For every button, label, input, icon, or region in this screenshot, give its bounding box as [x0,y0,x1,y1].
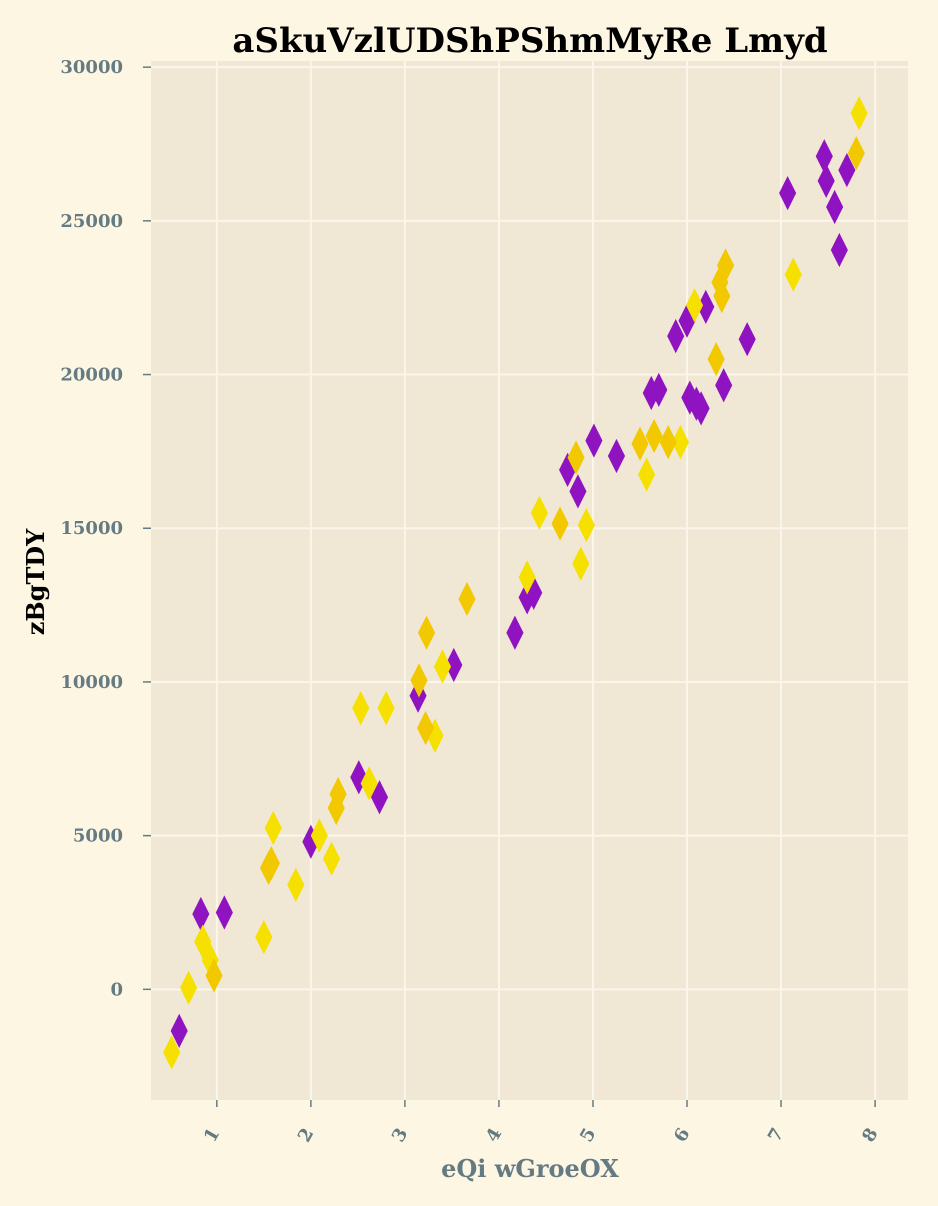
scatter-point [779,176,797,211]
scatter-point [826,189,844,225]
y-tick-label: 15000 [60,518,123,539]
scatter-point [847,136,865,171]
scatter-point [417,615,436,650]
scatter-point [170,1013,188,1048]
scatter-point [585,423,603,458]
scatter-point [409,678,427,713]
scatter-point [838,153,856,188]
scatter-point [645,418,663,454]
scatter-point [255,919,273,955]
scatter-point [417,710,435,746]
y-tick-label: 10000 [60,672,123,693]
scatter-point [180,970,198,1005]
scatter-point [163,1035,181,1070]
scatter-point [329,777,347,812]
scatter-point [370,780,389,815]
y-tick-label: 25000 [60,211,123,232]
scatter-point [850,96,868,131]
scatter-point [692,391,710,426]
scatter-point [577,508,595,543]
scatter-point [264,810,282,846]
y-tick-label: 30000 [60,57,123,78]
scatter-point [262,846,280,881]
scatter-point [667,319,685,354]
scatter-point [287,867,305,902]
scatter-point [713,279,731,314]
scatter-point [738,322,756,357]
scatter-point [551,506,569,541]
x-axis-label: eQi wGroeOX [441,1154,619,1183]
scatter-point [631,426,649,461]
chart-title: aSkuVzlUDShPShmMyRe Lmyd [232,21,827,61]
scatter-point [638,457,656,492]
scatter-point [567,440,585,475]
scatter-point [445,647,463,683]
scatter-point [707,342,725,377]
scatter-point [671,425,689,460]
data-points [163,96,868,1070]
scatter-point [830,232,848,268]
scatter-point [433,649,452,684]
scatter-point [205,958,223,993]
scatter-point [650,372,668,408]
scatter-point [410,663,428,698]
scatter-point [352,690,370,726]
scatter-point [817,163,835,199]
scatter-point [530,495,548,530]
scatter-point [685,288,704,323]
scatter-point [194,924,212,959]
scatter-point [569,474,587,509]
scatter-point [458,581,476,617]
scatter-point [572,546,590,581]
scatter-point [607,438,626,474]
scatter-point [322,841,341,876]
y-tick-label: 0 [110,979,123,1000]
scatter-point [360,766,378,801]
scatter-point [506,615,524,650]
grid-lines [151,61,908,1100]
scatter-point [717,248,735,283]
scatter-point [518,560,536,595]
scatter-point [215,895,233,930]
y-tick-label: 5000 [73,826,123,847]
scatter-point [784,257,802,292]
scatter-point [310,818,328,853]
y-tick-label: 20000 [60,365,123,386]
scatter-point [715,368,733,403]
scatter-point [377,690,395,726]
y-axis-label: zBgTDY [21,528,50,635]
scatter-point [659,425,677,460]
